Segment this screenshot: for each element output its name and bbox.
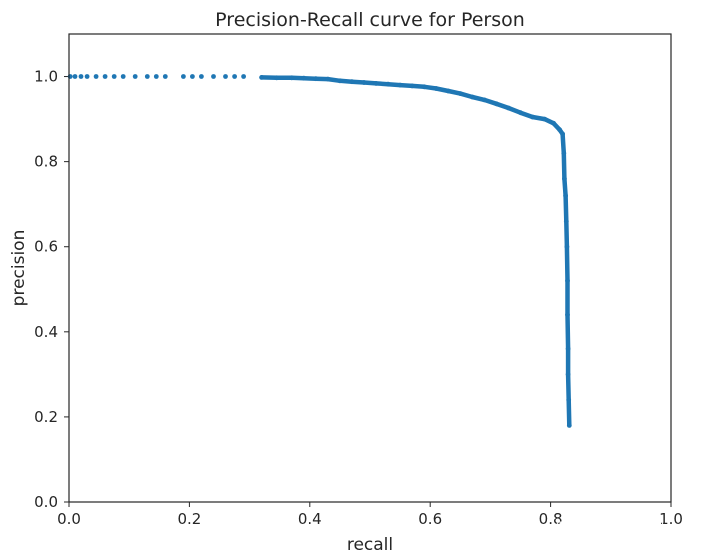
data-point	[153, 74, 159, 79]
data-point	[199, 74, 204, 79]
data-point	[190, 74, 195, 79]
y-tick-label: 0.0	[34, 493, 58, 511]
data-point	[301, 75, 307, 81]
y-tick-label: 0.2	[34, 408, 58, 426]
data-point	[445, 88, 451, 94]
data-point	[162, 74, 168, 79]
data-point	[144, 74, 150, 79]
data-point	[557, 127, 562, 133]
data-point	[78, 74, 84, 79]
data-point	[560, 131, 565, 137]
data-point	[274, 75, 280, 81]
data-point	[561, 150, 567, 156]
data-point	[337, 78, 343, 84]
data-point	[562, 176, 567, 182]
data-point	[530, 114, 535, 120]
chart-title: Precision-Recall curve for Person	[215, 9, 525, 31]
data-point	[211, 74, 216, 79]
x-tick-label: 0.6	[418, 510, 442, 528]
data-point	[72, 74, 78, 79]
data-point	[565, 372, 571, 377]
data-point	[565, 278, 570, 284]
data-point	[551, 120, 556, 126]
data-point	[563, 193, 568, 199]
data-point	[289, 75, 295, 81]
data-point	[223, 74, 228, 79]
y-tick-label: 1.0	[34, 68, 58, 86]
x-tick-label: 0.0	[57, 510, 81, 528]
data-point	[433, 86, 439, 91]
data-point	[232, 74, 238, 79]
x-tick-label: 0.2	[177, 510, 201, 528]
data-point	[84, 74, 90, 79]
data-point	[325, 76, 331, 82]
data-point	[120, 74, 126, 79]
x-tick-label: 1.0	[659, 510, 683, 528]
data-point	[132, 74, 138, 79]
y-tick-label: 0.8	[34, 153, 58, 171]
data-point	[566, 397, 572, 403]
data-point	[111, 74, 117, 79]
y-tick-label: 0.6	[34, 238, 58, 256]
data-point	[259, 75, 264, 80]
data-point	[313, 76, 319, 82]
data-point	[469, 94, 475, 100]
data-point	[563, 218, 569, 224]
data-point	[102, 74, 108, 79]
plot-frame	[68, 33, 672, 503]
data-point	[241, 74, 247, 79]
data-point	[565, 312, 570, 318]
data-point	[349, 79, 355, 85]
x-tick-label: 0.4	[298, 510, 322, 528]
data-point	[361, 80, 367, 85]
data-point	[409, 83, 415, 89]
x-tick-label: 0.8	[539, 510, 563, 528]
data-point	[385, 81, 391, 87]
data-point	[565, 346, 571, 352]
data-point	[457, 91, 463, 96]
data-point	[564, 244, 570, 250]
data-point	[518, 110, 523, 116]
data-point	[542, 116, 547, 122]
y-axis-label: precision	[9, 230, 29, 307]
data-point	[373, 81, 379, 86]
data-point	[397, 82, 403, 88]
plot-area: 0.0 0.2 0.4 0.6 0.8 1.0 0.0 0.2 0.4 0.6 0.8 1.0	[34, 33, 683, 528]
y-tick-label: 0.4	[34, 323, 58, 341]
data-point	[93, 74, 99, 79]
data-point	[421, 84, 427, 90]
x-axis-label: recall	[347, 535, 393, 555]
data-point	[506, 105, 511, 111]
data-point	[566, 423, 572, 428]
data-point	[482, 97, 487, 103]
data-point	[181, 74, 186, 79]
watermark-text: 知乎 @品颜完月	[556, 518, 666, 536]
data-point	[494, 101, 499, 107]
